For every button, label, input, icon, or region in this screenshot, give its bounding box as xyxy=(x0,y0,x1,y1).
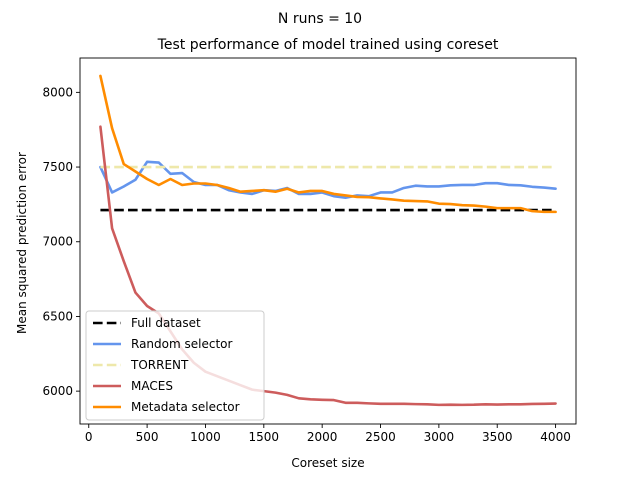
x-axis-label: Coreset size xyxy=(291,456,364,470)
x-tick-label: 1500 xyxy=(249,430,280,444)
legend-label-2: TORRENT xyxy=(130,358,189,372)
legend-label-3: MACES xyxy=(131,379,173,393)
legend-label-1: Random selector xyxy=(131,337,232,351)
x-tick-label: 2000 xyxy=(307,430,338,444)
y-tick-label: 6000 xyxy=(42,384,73,398)
y-tick-label: 6500 xyxy=(42,309,73,323)
legend-label-0: Full dataset xyxy=(131,316,201,330)
legend: Full dataset Random selector TORRENT MACES M… xyxy=(85,310,265,421)
x-tick-label: 1000 xyxy=(190,430,221,444)
y-tick-label: 7000 xyxy=(42,235,73,249)
series-line-1 xyxy=(99,160,557,199)
x-tick-label: 2500 xyxy=(365,430,396,444)
x-tick-label: 4000 xyxy=(540,430,571,444)
y-tick-label: 8000 xyxy=(42,85,73,99)
legend-label-4: Metadata selector xyxy=(131,400,240,414)
axes-frame xyxy=(79,57,577,425)
y-axis-label: Mean squared prediction error xyxy=(15,152,29,334)
series-line-4 xyxy=(99,74,557,214)
x-tick-label: 3000 xyxy=(424,430,455,444)
y-tick-label: 7500 xyxy=(42,160,73,174)
chart-title: Test performance of model trained using … xyxy=(157,37,499,53)
figure-suptitle: N runs = 10 xyxy=(278,11,362,27)
plot-area: 0 500 1000 1500 2000 2500 3000 3500 4000 6000 6500… xyxy=(42,57,577,444)
x-tick-label: 0 xyxy=(85,430,93,444)
x-tick-label: 500 xyxy=(136,430,159,444)
legend-box xyxy=(85,310,265,421)
x-tick-label: 3500 xyxy=(482,430,513,444)
